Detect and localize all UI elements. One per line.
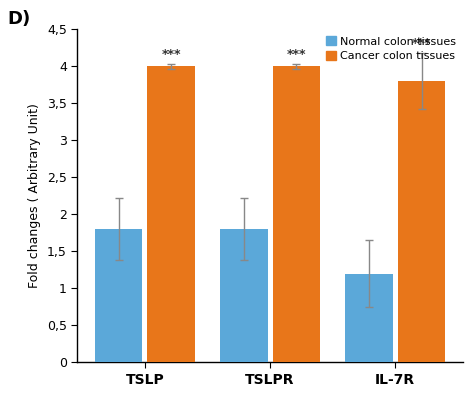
- Bar: [398, 81, 446, 363]
- Bar: [273, 66, 320, 363]
- Bar: [345, 274, 393, 363]
- Text: D): D): [8, 10, 31, 27]
- Text: ***: ***: [412, 37, 431, 50]
- Bar: [147, 66, 195, 363]
- Legend: Normal colon tissues, Cancer colon tissues: Normal colon tissues, Cancer colon tissu…: [321, 32, 461, 66]
- Text: ***: ***: [161, 48, 181, 61]
- Bar: [220, 229, 267, 363]
- Text: ***: ***: [287, 48, 306, 61]
- Y-axis label: Fold changes ( Arbitrary Unit): Fold changes ( Arbitrary Unit): [28, 103, 41, 289]
- Bar: [95, 229, 142, 363]
